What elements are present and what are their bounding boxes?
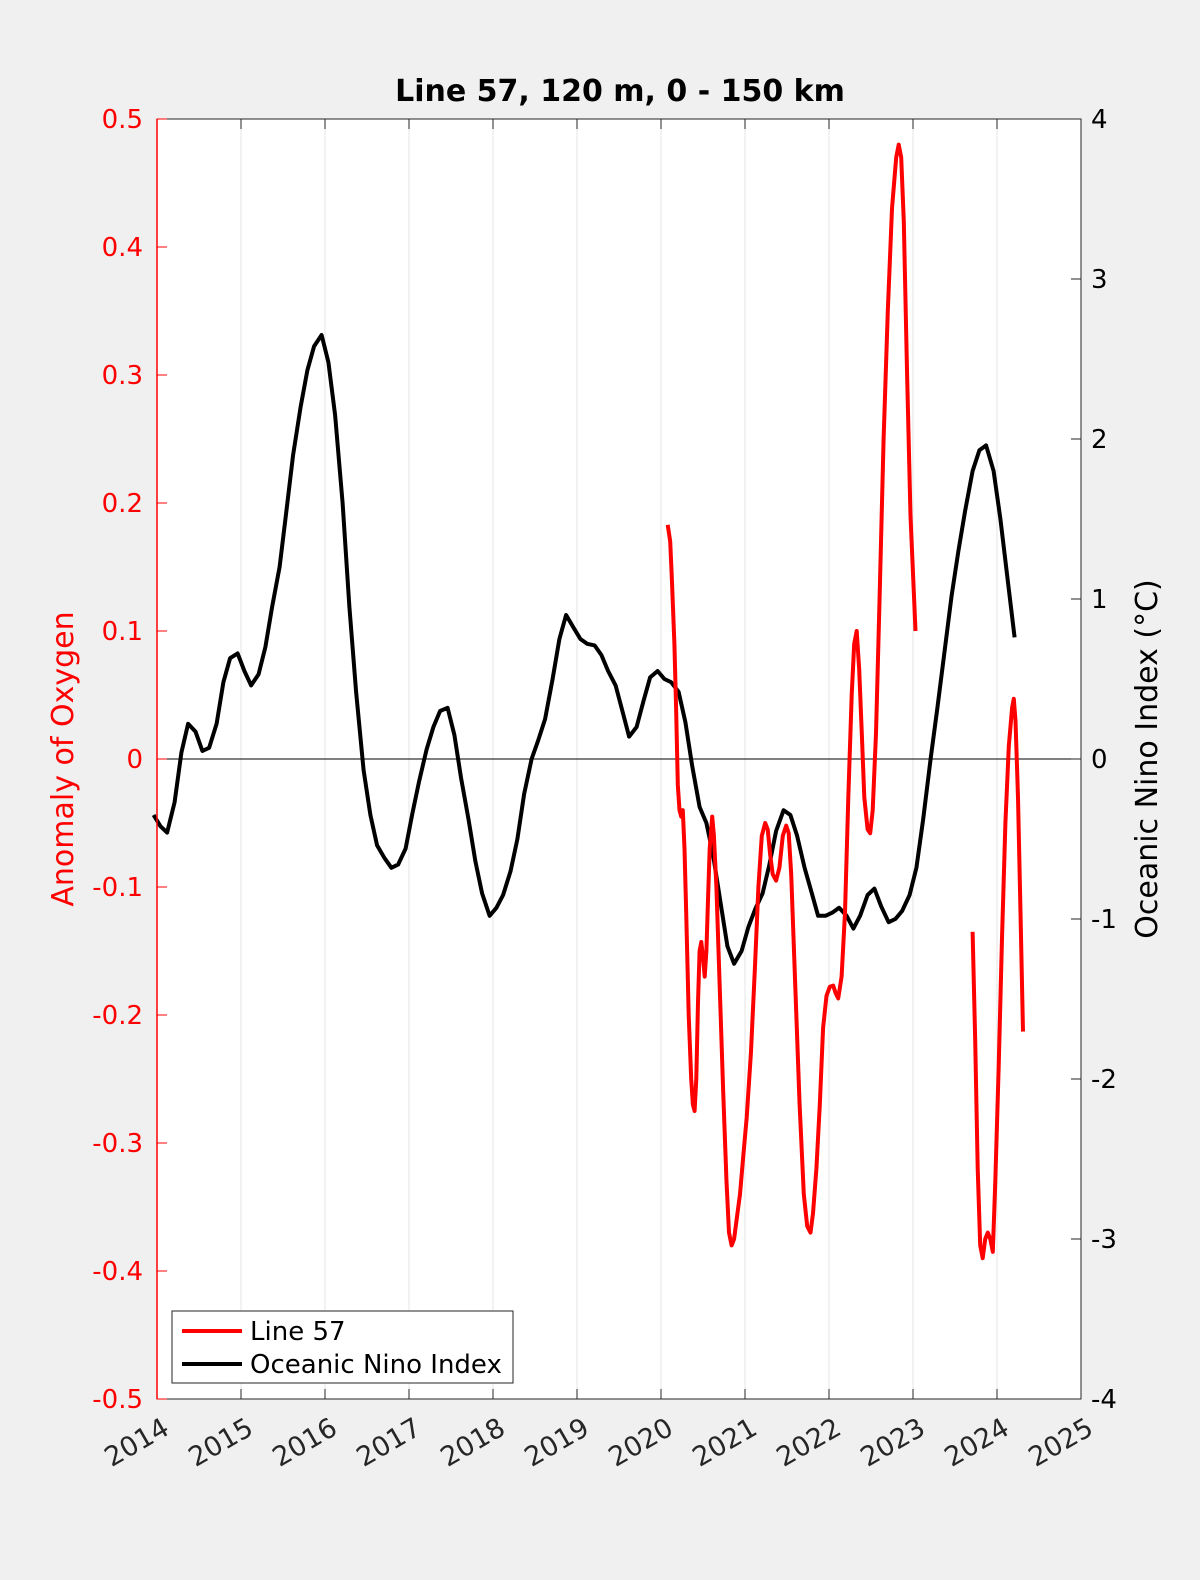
- right-y-tick-label: 1: [1091, 585, 1108, 615]
- series-line: [970, 696, 1025, 1261]
- series-line-57: [665, 142, 1025, 1261]
- right-y-tick-label: -4: [1091, 1385, 1117, 1415]
- x-tick-label: 2020: [603, 1412, 678, 1473]
- right-y-tick-label: 0: [1091, 745, 1108, 775]
- x-tick-label: 2018: [435, 1412, 510, 1473]
- x-tick-label: 2024: [939, 1412, 1014, 1473]
- right-y-tick-label: -1: [1091, 905, 1117, 935]
- left-y-tick-label: 0: [126, 745, 143, 775]
- left-y-tick-label: -0.3: [92, 1129, 143, 1159]
- right-y-tick-label: -2: [1091, 1065, 1117, 1095]
- x-tick-label: 2016: [267, 1412, 342, 1473]
- left-y-tick-label: 0.4: [102, 233, 143, 263]
- right-axis-label: Oceanic Nino Index (°C): [1130, 579, 1165, 939]
- left-y-tick-label: 0.5: [102, 105, 143, 135]
- left-y-tick-label: -0.4: [92, 1257, 143, 1287]
- series-line: [665, 142, 918, 1248]
- right-y-tick-label: -3: [1091, 1225, 1117, 1255]
- left-y-tick-label: -0.1: [92, 873, 143, 903]
- series-oceanic-nino-index: [151, 333, 1017, 966]
- x-tick-label: 2019: [519, 1412, 594, 1473]
- right-y-tick-label: 3: [1091, 265, 1108, 295]
- left-y-tick-label: 0.3: [102, 361, 143, 391]
- left-axis-label: Anomaly of Oxygen: [46, 611, 81, 906]
- right-y-tick-label: 4: [1091, 105, 1108, 135]
- legend-label: Oceanic Nino Index: [250, 1350, 502, 1380]
- legend-box: [171, 1310, 514, 1384]
- legend-label: Line 57: [250, 1317, 346, 1347]
- left-y-tick-label: -0.2: [92, 1001, 143, 1031]
- series-layer: [151, 142, 1025, 1261]
- x-tick-label: 2022: [771, 1412, 846, 1473]
- x-tick-label: 2015: [183, 1412, 258, 1473]
- x-tick-label: 2021: [687, 1412, 762, 1473]
- left-y-tick-label: 0.1: [102, 617, 143, 647]
- series-line: [151, 333, 1017, 966]
- x-tick-label: 2014: [99, 1412, 174, 1473]
- x-tick-label: 2023: [855, 1412, 930, 1473]
- left-y-tick-label: -0.5: [92, 1385, 143, 1415]
- left-y-tick-label: 0.2: [102, 489, 143, 519]
- x-tick-label: 2025: [1023, 1412, 1098, 1473]
- chart-title: Line 57, 120 m, 0 - 150 km: [395, 74, 845, 109]
- x-tick-label: 2017: [351, 1412, 426, 1473]
- right-y-tick-label: 2: [1091, 425, 1108, 455]
